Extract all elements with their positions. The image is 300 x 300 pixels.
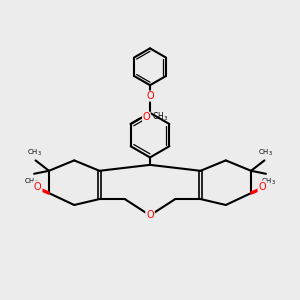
Text: CH$_3$: CH$_3$ xyxy=(258,148,273,158)
Text: O: O xyxy=(146,210,154,220)
Text: O: O xyxy=(34,182,41,192)
Text: CH$_3$: CH$_3$ xyxy=(27,148,42,158)
Text: O: O xyxy=(146,91,154,101)
Text: CH$_3$: CH$_3$ xyxy=(24,177,39,187)
Text: O: O xyxy=(259,182,266,192)
Text: CH$_3$: CH$_3$ xyxy=(261,177,276,187)
Text: CH$_3$: CH$_3$ xyxy=(152,111,168,123)
Text: O: O xyxy=(142,112,150,122)
